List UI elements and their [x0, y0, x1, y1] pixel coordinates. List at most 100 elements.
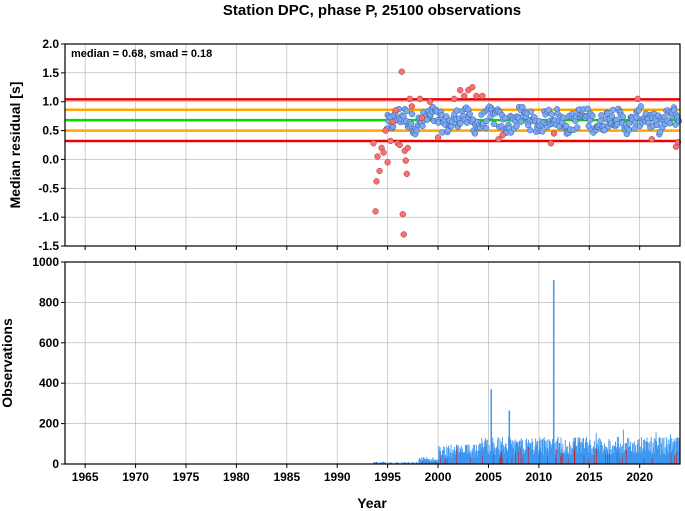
observation-bar: [593, 440, 595, 464]
observation-bar: [539, 437, 541, 464]
outlier-bar: [506, 458, 508, 464]
observation-bar: [473, 457, 475, 464]
x-tick-label: 2020: [626, 470, 653, 484]
observation-bar: [599, 451, 601, 464]
observation-bar: [429, 461, 431, 464]
outlier-bar: [676, 452, 678, 464]
outlier-bar: [440, 458, 442, 464]
outlier-bar: [574, 445, 576, 464]
observation-bar: [488, 454, 489, 464]
outlier-bar: [567, 458, 569, 464]
outlier-bar: [511, 457, 513, 464]
observation-bar: [431, 461, 433, 464]
outlier-bar: [500, 453, 502, 464]
observation-bar: [520, 446, 521, 464]
observation-bar: [452, 453, 454, 464]
observation-bar: [506, 449, 508, 464]
observation-bar: [487, 451, 489, 464]
observation-bar: [439, 450, 440, 464]
observation-bar: [647, 449, 649, 464]
observation-bar: [506, 447, 508, 464]
observation-bar: [593, 446, 595, 464]
outlier-bar: [588, 458, 590, 464]
observation-bar: [448, 448, 450, 464]
outlier-bar: [616, 452, 618, 464]
observation-bar: [627, 437, 629, 464]
observation-bar: [566, 452, 568, 464]
observation-bar: [672, 442, 674, 464]
observation-bar: [514, 454, 515, 464]
residual-y-label: Median residual [s]: [7, 82, 23, 209]
observation-bar: [651, 451, 653, 464]
observation-bar: [511, 443, 512, 464]
observation-bar: [616, 436, 618, 464]
x-tick-label: 1975: [173, 470, 200, 484]
observation-bar: [543, 454, 544, 464]
observation-bar: [486, 439, 488, 464]
inlier-point: [545, 106, 552, 114]
observation-bar: [621, 452, 623, 464]
observation-bar: [644, 450, 646, 464]
outlier-bar: [381, 462, 383, 464]
x-tick-label: 2000: [425, 470, 452, 484]
observation-bar: [416, 462, 417, 464]
y-tick-label: 400: [39, 376, 59, 390]
observation-bar: [457, 445, 459, 464]
outlier-bar: [437, 462, 439, 464]
inlier-point: [619, 113, 627, 120]
outlier-point: [396, 141, 403, 149]
x-tick-label: 2010: [526, 470, 553, 484]
outlier-point: [389, 118, 396, 126]
outlier-point: [403, 170, 410, 178]
observation-bar: [383, 461, 385, 464]
observation-bar: [460, 449, 462, 464]
observation-bar: [657, 445, 659, 464]
observation-bar: [461, 452, 463, 464]
observation-bar: [601, 452, 603, 464]
observation-bar: [662, 438, 664, 464]
observation-bar: [630, 441, 632, 464]
outlier-point: [406, 95, 413, 102]
observation-bar: [674, 454, 676, 464]
observation-bar: [534, 452, 535, 464]
inlier-point: [604, 110, 611, 117]
observation-bar: [523, 448, 525, 464]
observation-bar: [519, 440, 521, 464]
y-tick-label: 800: [39, 295, 59, 309]
observation-bar: [564, 450, 566, 464]
outlier-bar: [596, 448, 598, 464]
observation-bar: [624, 450, 626, 464]
observation-bar: [559, 442, 561, 464]
observation-bar: [502, 448, 504, 464]
observation-bar: [645, 441, 647, 464]
observation-bar: [543, 437, 545, 464]
inlier-point: [675, 117, 683, 125]
inlier-point: [666, 120, 673, 127]
observation-bar: [524, 453, 526, 464]
observation-bar: [647, 442, 649, 464]
observation-bar: [578, 441, 580, 464]
outlier-point: [473, 92, 480, 100]
observation-bar: [425, 459, 427, 464]
observation-bar: [452, 449, 454, 464]
observation-bar: [514, 439, 516, 464]
observation-bar: [642, 452, 644, 464]
observation-bar: [547, 452, 549, 464]
observation-bar: [632, 452, 634, 464]
observation-bar: [521, 439, 523, 464]
observation-bar: [488, 444, 490, 464]
observation-bar: [500, 441, 502, 464]
observation-bar: [589, 439, 591, 464]
outlier-point: [373, 178, 380, 185]
observation-bar: [622, 445, 624, 464]
observation-bar: [667, 439, 669, 464]
outlier-point: [376, 167, 383, 175]
observation-bar: [628, 447, 630, 464]
observation-bar: [579, 437, 581, 464]
inlier-point: [631, 125, 638, 132]
observation-bar: [440, 454, 442, 464]
observation-bar: [510, 439, 512, 464]
observation-bar: [641, 437, 642, 464]
outlier-bar: [501, 450, 503, 464]
